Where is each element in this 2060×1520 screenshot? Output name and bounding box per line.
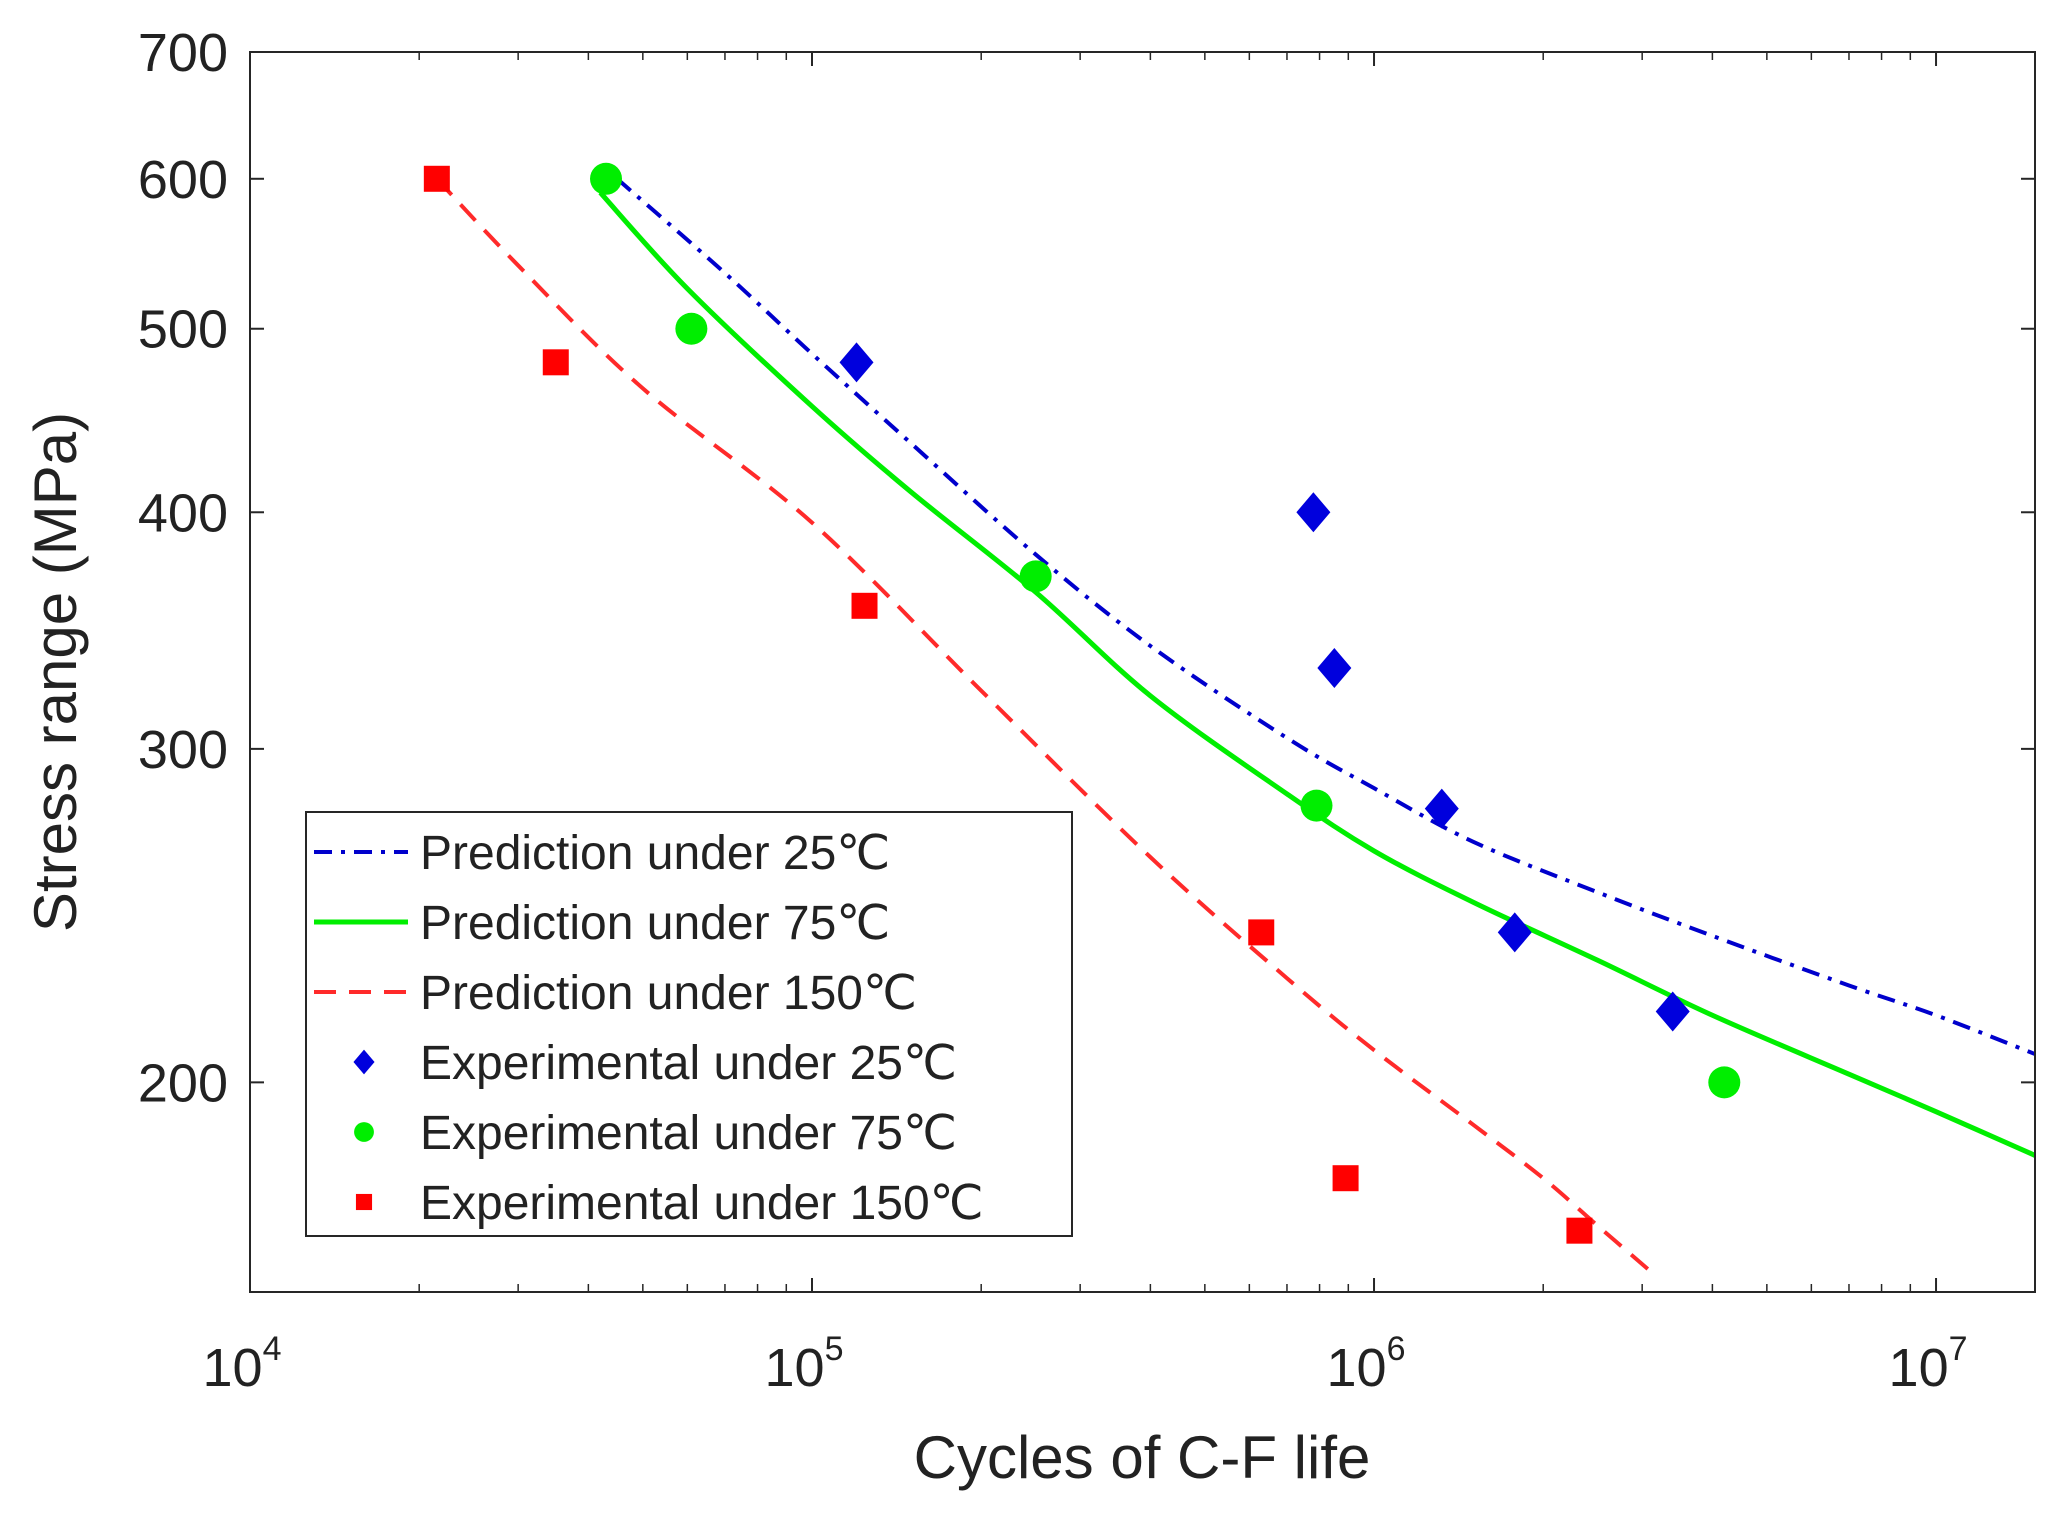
legend-entry-experimental-under-75-label: Experimental under 75℃ [420, 1107, 957, 1160]
point-experimental-under-75-3 [1019, 560, 1052, 593]
series-experimental-under-75 [590, 162, 1741, 1099]
series-experimental-under-25 [839, 342, 1690, 1032]
point-experimental-under-25-5 [1497, 912, 1532, 953]
series-experimental-under-150 [423, 165, 1593, 1244]
point-experimental-under-25-2 [1296, 492, 1331, 533]
series-layer [423, 162, 2037, 1273]
point-experimental-under-25-1 [839, 342, 874, 383]
legend-entry-experimental-under-150-swatch [355, 1193, 373, 1211]
point-experimental-under-150-5 [1332, 1165, 1359, 1192]
point-experimental-under-25-3 [1317, 647, 1352, 688]
legend-entry-prediction-under-150: Prediction under 150℃ [314, 967, 917, 1020]
point-experimental-under-150-2 [542, 349, 569, 376]
point-experimental-under-75-5 [1708, 1066, 1741, 1099]
legend-entry-experimental-under-150: Experimental under 150℃ [355, 1177, 984, 1230]
point-experimental-under-150-3 [851, 592, 878, 619]
legend-entry-experimental-under-75: Experimental under 75℃ [354, 1107, 957, 1160]
point-experimental-under-25-6 [1655, 991, 1690, 1032]
y-tick-400-label: 400 [138, 483, 228, 543]
legend-entry-experimental-under-25-label: Experimental under 25℃ [420, 1037, 957, 1090]
legend-entry-prediction-under-25-label: Prediction under 25℃ [420, 827, 890, 880]
plot-frame [249, 51, 2036, 1293]
legend: Prediction under 25℃ Prediction under 75℃… [305, 811, 1073, 1237]
point-experimental-under-75-4 [1300, 789, 1333, 822]
y-axis-title: Stress range (MPa) [22, 412, 89, 932]
point-experimental-under-150-6 [1566, 1217, 1593, 1244]
y-tick-300-label: 300 [138, 720, 228, 780]
legend-entry-experimental-under-25: Experimental under 25℃ [353, 1037, 957, 1090]
point-experimental-under-75-2 [675, 312, 708, 345]
legend-entry-prediction-under-75-label: Prediction under 75℃ [420, 897, 890, 950]
y-tick-500-label: 500 [138, 300, 228, 360]
legend-entry-experimental-under-25-swatch [353, 1049, 375, 1075]
line-prediction-under-25 [615, 177, 2036, 1056]
series-prediction-under-150 [435, 177, 1652, 1273]
series-prediction-under-25 [615, 177, 2036, 1056]
legend-entry-prediction-under-75: Prediction under 75℃ [314, 897, 890, 950]
legend-entry-experimental-under-150-label: Experimental under 150℃ [420, 1177, 984, 1230]
point-experimental-under-150-1 [423, 165, 450, 192]
y-tick-600-label: 600 [138, 150, 228, 210]
point-experimental-under-25-4 [1424, 788, 1459, 829]
point-experimental-under-150-4 [1248, 919, 1275, 946]
legend-entry-experimental-under-75-swatch [354, 1122, 374, 1142]
x-axis-title: Cycles of C-F life [914, 1424, 1371, 1491]
legend-box [305, 811, 1073, 1237]
line-prediction-under-150 [435, 177, 1652, 1273]
y-tick-200-label: 200 [138, 1053, 228, 1113]
y-tick-700-label: 700 [138, 23, 228, 83]
legend-entry-prediction-under-150-label: Prediction under 150℃ [420, 967, 917, 1020]
point-experimental-under-75-1 [590, 162, 623, 195]
legend-entry-prediction-under-25: Prediction under 25℃ [314, 827, 890, 880]
